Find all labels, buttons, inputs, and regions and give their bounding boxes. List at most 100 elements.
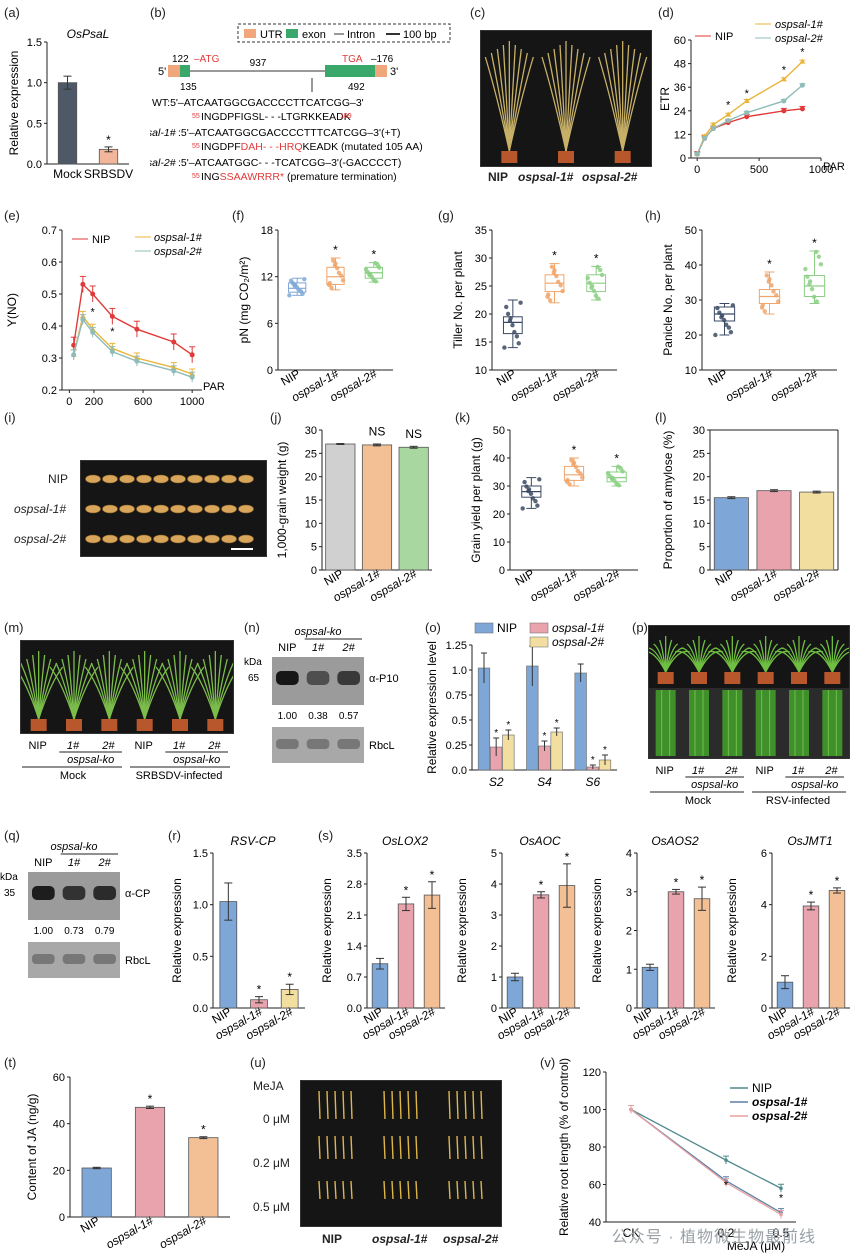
y-tick-label: 15 — [475, 337, 487, 349]
x-tick-label: CK — [623, 1226, 640, 1240]
panel-letter-l: (l) — [655, 410, 667, 425]
data-point — [694, 151, 700, 157]
data-point — [725, 111, 732, 117]
y-tick-label: 2 — [491, 941, 497, 953]
y-tick-label: 0.0 — [347, 1003, 362, 1015]
ns-label: NS — [405, 427, 422, 441]
exon-2 — [325, 65, 375, 77]
x-category-label: ospsal-1# — [723, 366, 775, 404]
data-point — [781, 98, 787, 104]
y-tick-label: 0.0 — [193, 1003, 208, 1015]
grain — [136, 474, 152, 484]
c-label-m1: ospsal-1# — [518, 170, 574, 184]
u-label-m2: ospsal-2# — [443, 1232, 499, 1246]
blot-lane-label: 2# — [342, 642, 356, 654]
lane-label: 1# — [173, 740, 186, 752]
data-point — [134, 358, 140, 364]
data-point — [518, 300, 523, 305]
grain — [85, 504, 101, 514]
data-point — [326, 282, 332, 288]
num-122: 122 — [172, 54, 189, 65]
bar — [325, 443, 356, 571]
x-category-label: ospsal-2# — [157, 1213, 209, 1251]
plant — [49, 651, 99, 731]
seedling — [383, 1090, 386, 1120]
data-point — [629, 1107, 633, 1112]
pot — [691, 672, 707, 684]
y-tick-label: 0.5 — [193, 951, 208, 963]
data-point — [332, 263, 338, 268]
five-prime: 5' — [158, 66, 166, 78]
blot-quant: 0.57 — [339, 711, 359, 722]
utr-5 — [168, 65, 180, 77]
data-point — [805, 274, 810, 279]
data-point — [530, 496, 536, 501]
y-tick-label: 0.5 — [27, 118, 42, 130]
x-tick-label: 0.2 — [718, 1226, 735, 1240]
bar — [371, 963, 389, 1009]
grain — [85, 534, 101, 544]
data-point — [799, 58, 806, 64]
legend-label: ospsal-2# — [752, 1109, 808, 1123]
seedling — [342, 1135, 345, 1160]
lane-label: 1# — [692, 765, 705, 777]
y-axis-label: Relative expression — [7, 51, 21, 156]
y-tick-label: 60 — [589, 1180, 601, 1192]
legend-scale: 100 bp — [403, 29, 437, 41]
leaf — [202, 658, 216, 720]
data-point — [545, 294, 550, 299]
wt-seq: WT:5'–ATCAATGGCGACCCCTTCATCGG–3' — [152, 97, 364, 109]
series-line — [696, 61, 803, 155]
x-tick-label: 0.5 — [773, 1226, 790, 1240]
chart-a: 0.0 0.5 1.0 1.5 Relative expression * Mock SRBS… — [7, 27, 133, 181]
seedling — [350, 1090, 353, 1120]
seedling — [326, 1180, 329, 1200]
significance-star: * — [603, 745, 607, 756]
significance-star: * — [552, 249, 557, 263]
data-point — [743, 97, 750, 103]
y-tick-label: 48 — [674, 59, 686, 71]
legend-box: UTR exon Intron 100 bp — [237, 23, 451, 43]
panel-letter-h: (h) — [645, 208, 661, 223]
x-tick-label: 600 — [134, 396, 152, 405]
y-axis-label: Relative expression — [170, 878, 184, 983]
significance-star: * — [835, 874, 840, 888]
series-line — [696, 108, 803, 155]
num-135: 135 — [180, 82, 197, 93]
seedling — [350, 1135, 353, 1160]
grain — [153, 474, 169, 484]
y-axis-label: Relative expression — [320, 878, 334, 983]
blot-antibody: α-CP — [125, 888, 150, 900]
loading-membrane — [272, 727, 364, 763]
y-tick-label: 0.75 — [446, 690, 467, 702]
data-point — [580, 475, 585, 480]
legend-label: ospsal-2# — [552, 635, 604, 649]
y-tick-label: 0.7 — [347, 972, 362, 984]
x-tick-label: 200 — [85, 396, 103, 405]
bar — [641, 966, 659, 1009]
seedling — [407, 1090, 410, 1120]
seedling — [448, 1090, 451, 1120]
m1-aa-a: INGDPF — [201, 141, 241, 153]
blot-mw: 35 — [4, 888, 16, 899]
bar — [81, 1167, 112, 1218]
grain — [102, 504, 118, 514]
y-tick-label: 25 — [693, 448, 705, 460]
significance-star: * — [106, 133, 111, 147]
y-tick-label: 12 — [261, 272, 273, 284]
c-label-nip: NIP — [488, 170, 509, 184]
legend-frame — [237, 23, 451, 43]
plant — [641, 636, 690, 684]
y-tick-label: 0.3 — [42, 353, 57, 365]
legend-swatch — [474, 622, 494, 634]
data-point — [287, 293, 292, 298]
y-tick-label: 3 — [491, 910, 497, 922]
panel-letter-c: (c) — [470, 5, 486, 20]
ko-label: ospsal-ko — [691, 779, 738, 791]
blot-lane-label: 1# — [312, 642, 325, 654]
u-label-nip: NIP — [322, 1232, 343, 1246]
